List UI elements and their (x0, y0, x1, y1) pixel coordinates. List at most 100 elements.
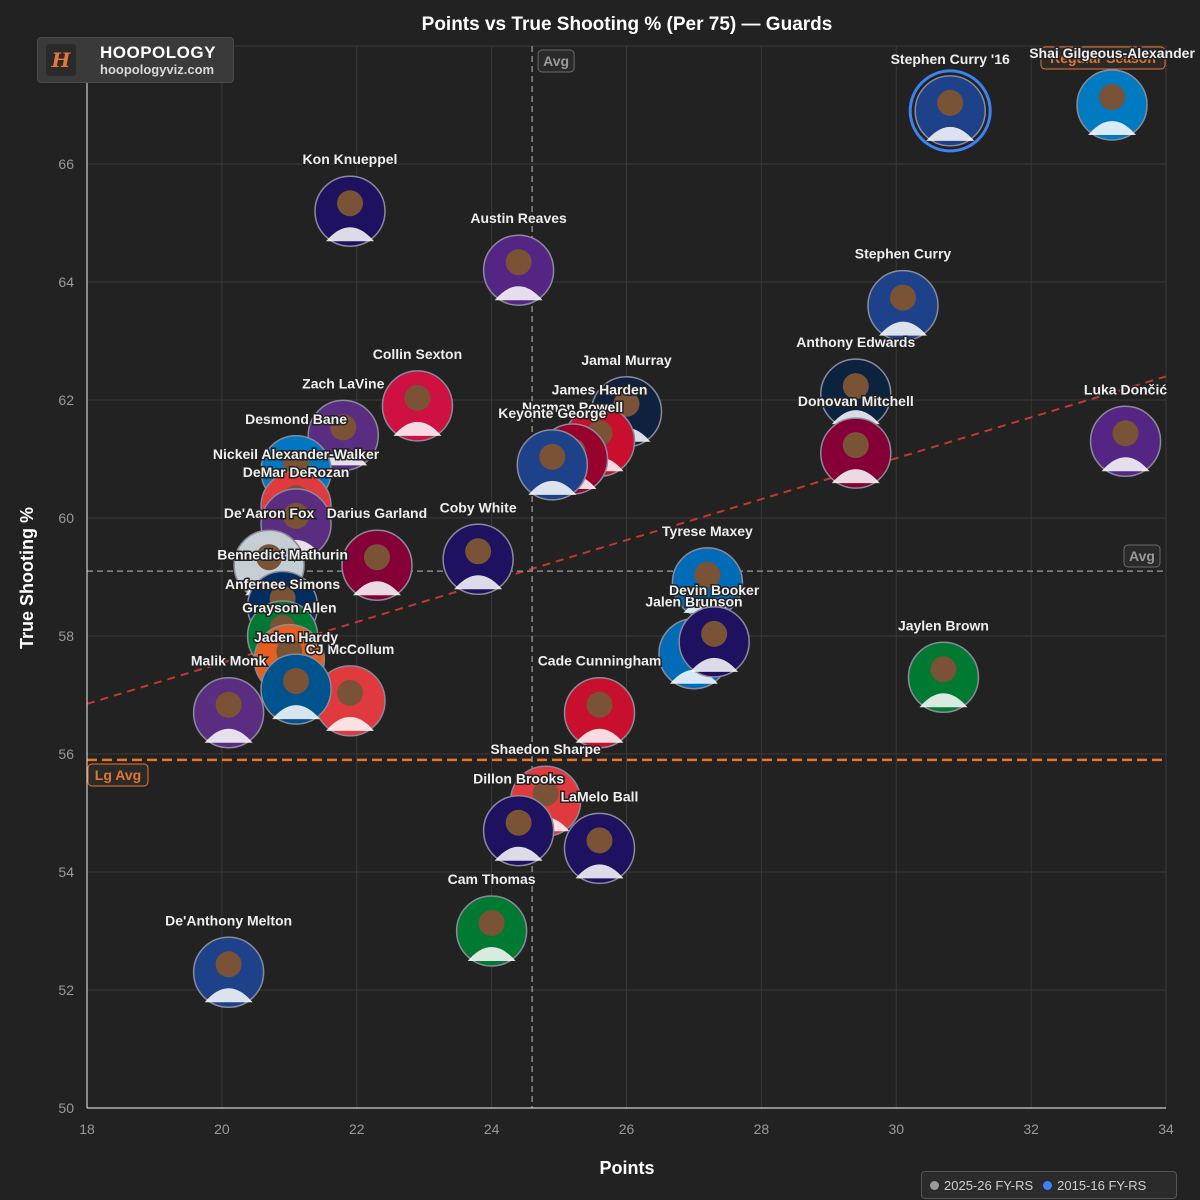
player-jersey-icon (454, 575, 503, 590)
player-jersey-icon (831, 469, 880, 484)
x-tick-label: 32 (1023, 1121, 1039, 1137)
player-label: CJ McCollum (306, 641, 395, 657)
player-marker[interactable]: Collin Sexton (371, 344, 464, 442)
brand-url: hoopologyviz.com (100, 62, 215, 77)
player-marker[interactable]: LaMelo Ball (559, 787, 640, 885)
player-label: Austin Reaves (470, 210, 567, 226)
avg-y-badge: Avg (1129, 548, 1155, 564)
player-jersey-icon (878, 321, 927, 336)
player-label: Anfernee Simons (225, 576, 340, 592)
player-head-icon (532, 780, 559, 807)
legend-dot-past (1043, 1180, 1053, 1190)
player-jersey-icon (494, 286, 543, 301)
player-head-icon (505, 809, 532, 836)
player-jersey-icon (326, 716, 375, 731)
player-head-icon (586, 827, 613, 854)
player-marker[interactable]: Darius Garland (325, 504, 429, 601)
player-marker[interactable]: Stephen Curry '16 (889, 49, 1012, 153)
player-head-icon (613, 390, 640, 417)
player-head-icon (283, 668, 310, 695)
player-label: Anthony Edwards (796, 334, 915, 350)
player-marker[interactable]: Kon Knueppel (301, 150, 399, 247)
x-tick-label: 28 (754, 1121, 770, 1137)
player-head-icon (889, 284, 916, 311)
x-tick-label: 30 (888, 1121, 904, 1137)
player-label: Tyrese Maxey (662, 523, 753, 539)
player-head-icon (337, 679, 364, 706)
y-tick-label: 56 (58, 746, 74, 762)
player-head-icon (701, 620, 728, 647)
avg-x-badge-box (537, 49, 575, 73)
player-head-icon (478, 910, 505, 936)
player-jersey-icon (467, 947, 516, 961)
player-label: Jamal Murray (581, 352, 671, 368)
grid (86, 45, 1167, 1109)
player-label: Norman Powell (522, 399, 623, 415)
player-label: Cade Cunningham (538, 653, 662, 669)
x-tick-label: 18 (79, 1121, 95, 1137)
player-jersey-icon (204, 988, 253, 1003)
player-head-icon (505, 249, 532, 276)
player-jersey-icon (272, 705, 321, 720)
player-jersey-icon (494, 846, 543, 861)
player-label: Jaden Hardy (254, 629, 338, 645)
player-label: Jaylen Brown (898, 617, 989, 633)
x-tick-label: 26 (619, 1121, 635, 1137)
player-label: Stephen Curry '16 (891, 51, 1010, 67)
legend-dot-current (930, 1180, 939, 1190)
brand-name: HOOPOLOGY (100, 43, 216, 62)
player-label: Bennedict Mathurin (217, 547, 348, 563)
player-label: Donovan Mitchell (798, 393, 914, 409)
player-marker[interactable]: Luka Dončić (1082, 380, 1169, 478)
player-marker[interactable]: Coby White (438, 498, 518, 596)
player-marker[interactable]: Jaden Hardy (253, 628, 340, 725)
player-head-icon (256, 544, 283, 571)
avg-x-badge: Avg (543, 53, 569, 69)
player-label: Stephen Curry (855, 246, 952, 262)
points: Stephen Curry '16 Shai Gilgeous-Alexander… (164, 44, 1197, 1009)
player-head-icon (283, 449, 310, 476)
player-marker[interactable]: Malik Monk (189, 651, 268, 749)
player-jersey-icon (326, 227, 375, 242)
player-marker[interactable]: Jaylen Brown (896, 616, 990, 714)
player-jersey-icon (575, 864, 624, 879)
y-tick-label: 52 (58, 982, 74, 998)
x-axis-label: Points (599, 1158, 654, 1178)
league-avg-badge: Lg Avg (95, 767, 141, 783)
legend-item-current: 2025-26 FY-RS (930, 1178, 1033, 1193)
player-marker[interactable]: Cam Thomas (446, 870, 537, 967)
player-label: Collin Sexton (373, 346, 462, 362)
player-marker[interactable]: Cade Cunningham (536, 651, 663, 749)
player-marker[interactable]: De'Anthony Melton (164, 911, 294, 1009)
player-jersey-icon (1101, 457, 1150, 472)
player-label: Luka Dončić (1084, 381, 1167, 397)
player-marker[interactable]: Stephen Curry (853, 244, 953, 342)
player-head-icon (694, 561, 721, 588)
player-head-icon (363, 544, 390, 571)
brand-logo: H HOOPOLOGY hoopologyviz.com (37, 37, 234, 83)
season-ring (908, 69, 992, 153)
player-marker[interactable]: Keyonte George (497, 403, 608, 501)
y-tick-label: 54 (58, 864, 74, 880)
y-tick-label: 64 (58, 274, 74, 290)
player-marker[interactable]: Tyrese Maxey (661, 521, 755, 619)
player-marker[interactable]: Austin Reaves (469, 209, 569, 306)
x-tick-label: 34 (1158, 1121, 1174, 1137)
player-marker[interactable]: CJ McCollum (304, 639, 396, 737)
player-marker[interactable]: Donovan Mitchell (796, 392, 915, 489)
player-label: Jalen Brunson (645, 594, 742, 610)
player-marker[interactable]: Dillon Brooks (472, 769, 566, 867)
x-tick-label: 20 (214, 1121, 230, 1137)
player-marker[interactable]: Devin Booker (668, 580, 761, 678)
player-head-icon (215, 951, 242, 978)
player-jersey-icon (393, 421, 442, 436)
player-marker[interactable]: Shaedon Sharpe (489, 740, 603, 837)
player-head-icon (937, 89, 964, 116)
player-marker[interactable]: Jamal Murray (580, 350, 673, 448)
player-marker[interactable]: Shai Gilgeous-Alexander (1028, 44, 1197, 141)
player-head-icon (465, 538, 492, 565)
player-head-icon (539, 443, 566, 470)
player-label: Nickeil Alexander-Walker (213, 446, 380, 462)
player-jersey-icon (528, 480, 577, 495)
